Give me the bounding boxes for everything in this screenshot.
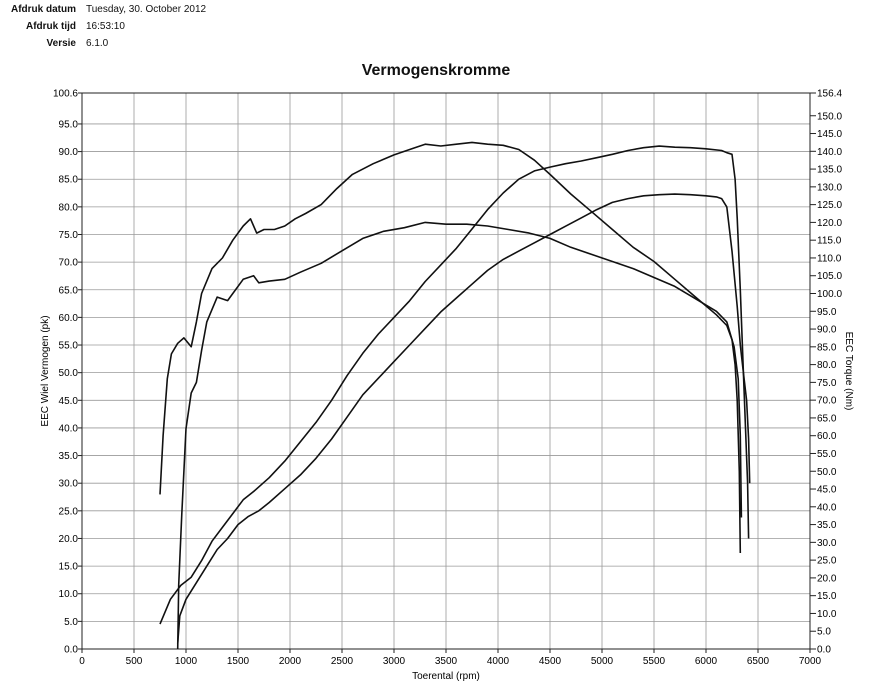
y-tick-label: 30.0 xyxy=(59,479,79,490)
y-axis-label: EEC Wiel Vermogen (pk) xyxy=(40,315,51,426)
y2-tick-label: 0.0 xyxy=(817,645,831,656)
y2-tick-label: 70.0 xyxy=(817,396,837,407)
y-tick-label: 90.0 xyxy=(59,147,79,158)
y2-tick-label: 90.0 xyxy=(817,325,837,336)
y-tick-label: 45.0 xyxy=(59,396,79,407)
y2-axis-label: EEC Torque (Nm) xyxy=(843,332,854,411)
y2-tick-label: 156.4 xyxy=(817,89,842,100)
y2-tick-label: 55.0 xyxy=(817,449,837,460)
y2-tick-label: 125.0 xyxy=(817,200,842,211)
series-line-1 xyxy=(159,141,742,554)
x-tick-label: 5000 xyxy=(591,656,614,667)
y2-tick-label: 40.0 xyxy=(817,502,837,513)
version-value: 6.1.0 xyxy=(86,38,109,49)
y2-tick-label: 105.0 xyxy=(817,271,842,282)
x-tick-label: 3500 xyxy=(435,656,458,667)
y2-tick-label: 100.0 xyxy=(817,289,842,300)
x-tick-label: 2500 xyxy=(331,656,354,667)
y2-tick-label: 75.0 xyxy=(817,378,837,389)
series-line-2 xyxy=(176,221,743,650)
x-tick-label: 1500 xyxy=(227,656,250,667)
y-tick-label: 0.0 xyxy=(64,645,78,656)
y-tick-label: 10.0 xyxy=(59,589,79,600)
x-tick-label: 3000 xyxy=(383,656,406,667)
y2-tick-label: 30.0 xyxy=(817,538,837,549)
x-axis-ticks: 0 500 1000 1500 2000 2500 3000 3500 4000 4500 5000… xyxy=(79,649,822,667)
y-tick-label: 35.0 xyxy=(59,451,79,462)
x-tick-label: 6000 xyxy=(695,656,718,667)
y-tick-label: 60.0 xyxy=(59,313,79,324)
y2-tick-label: 20.0 xyxy=(817,573,837,584)
y-tick-label: 15.0 xyxy=(59,562,79,573)
series-line-3 xyxy=(159,145,750,625)
y2-tick-label: 80.0 xyxy=(817,360,837,371)
y2-tick-label: 25.0 xyxy=(817,556,837,567)
y-tick-label: 55.0 xyxy=(59,341,79,352)
chart-series xyxy=(159,141,751,650)
y2-tick-label: 35.0 xyxy=(817,520,837,531)
x-tick-label: 1000 xyxy=(175,656,198,667)
print-date-label: Afdruk datum xyxy=(11,4,76,15)
x-tick-label: 6500 xyxy=(747,656,770,667)
y-tick-label: 100.6 xyxy=(53,89,78,100)
x-tick-label: 7000 xyxy=(799,656,822,667)
y-tick-label: 85.0 xyxy=(59,175,79,186)
y-tick-label: 80.0 xyxy=(59,202,79,213)
x-tick-label: 500 xyxy=(126,656,143,667)
y2-tick-label: 150.0 xyxy=(817,111,842,122)
print-date-value: Tuesday, 30. October 2012 xyxy=(86,4,207,15)
y2-tick-label: 50.0 xyxy=(817,467,837,478)
y2-tick-label: 135.0 xyxy=(817,165,842,176)
chart-title: Vermogenskromme xyxy=(361,62,511,79)
print-time-value: 16:53:10 xyxy=(86,21,125,32)
x-tick-label: 0 xyxy=(79,656,85,667)
x-tick-label: 5500 xyxy=(643,656,666,667)
print-time-label: Afdruk tijd xyxy=(26,21,76,32)
chart-grid xyxy=(81,93,811,649)
version-label: Versie xyxy=(46,38,76,49)
y2-tick-label: 15.0 xyxy=(817,591,837,602)
y2-tick-label: 60.0 xyxy=(817,431,837,442)
x-tick-label: 4500 xyxy=(539,656,562,667)
y2-tick-label: 120.0 xyxy=(817,218,842,229)
y2-tick-label: 45.0 xyxy=(817,485,837,496)
y2-tick-label: 140.0 xyxy=(817,147,842,158)
y2-tick-label: 145.0 xyxy=(817,129,842,140)
y-tick-label: 50.0 xyxy=(59,368,79,379)
y-tick-label: 70.0 xyxy=(59,258,79,269)
y2-tick-label: 5.0 xyxy=(817,627,831,638)
y2-tick-label: 130.0 xyxy=(817,182,842,193)
y2-tick-label: 110.0 xyxy=(817,253,842,264)
y-tick-label: 25.0 xyxy=(59,506,79,517)
y-tick-label: 40.0 xyxy=(59,423,79,434)
y2-tick-label: 115.0 xyxy=(817,236,842,247)
y2-tick-label: 10.0 xyxy=(817,609,837,620)
y2-axis-ticks: 0.0 5.0 10.0 15.0 20.0 25.0 30.0 35.0 40.0 45.0 50… xyxy=(810,89,842,656)
x-tick-label: 2000 xyxy=(279,656,302,667)
y2-tick-label: 95.0 xyxy=(817,307,837,318)
y-tick-label: 95.0 xyxy=(59,119,79,130)
series-line-4 xyxy=(176,193,751,644)
y-tick-label: 75.0 xyxy=(59,230,79,241)
y-tick-label: 65.0 xyxy=(59,285,79,296)
y2-tick-label: 65.0 xyxy=(817,413,837,424)
y2-tick-label: 85.0 xyxy=(817,342,837,353)
x-tick-label: 4000 xyxy=(487,656,510,667)
y-tick-label: 20.0 xyxy=(59,534,79,545)
y-tick-label: 5.0 xyxy=(64,617,78,628)
x-axis-label: Toerental (rpm) xyxy=(412,671,480,682)
y-axis-ticks: 0.0 5.0 10.0 15.0 20.0 25.0 30.0 35.0 40.0 45.0 50… xyxy=(53,89,82,656)
